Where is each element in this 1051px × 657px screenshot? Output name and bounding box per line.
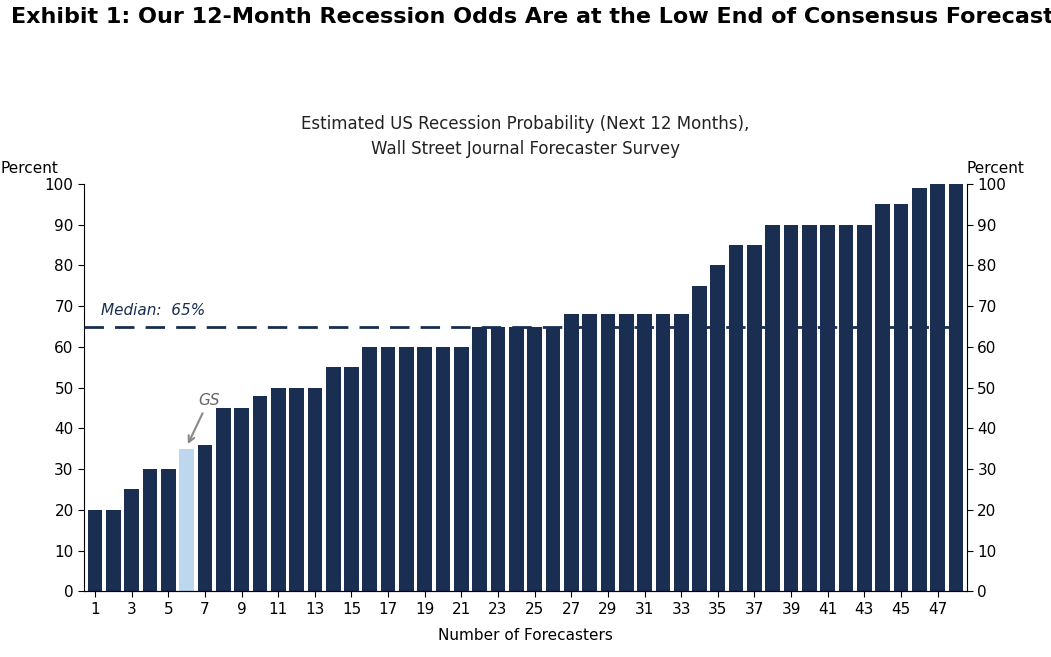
Bar — [308, 388, 323, 591]
Bar — [784, 225, 799, 591]
Bar — [728, 245, 743, 591]
Text: Exhibit 1: Our 12-Month Recession Odds Are at the Low End of Consensus Forecasts: Exhibit 1: Our 12-Month Recession Odds A… — [11, 7, 1051, 26]
Bar — [545, 327, 560, 591]
Bar — [912, 188, 927, 591]
Bar — [802, 225, 817, 591]
Bar — [417, 347, 432, 591]
Bar — [180, 449, 194, 591]
Bar — [949, 184, 964, 591]
Bar — [930, 184, 945, 591]
Bar — [693, 286, 707, 591]
Bar — [252, 396, 267, 591]
Text: GS: GS — [189, 393, 220, 442]
Bar — [821, 225, 836, 591]
Bar — [234, 408, 249, 591]
Bar — [143, 469, 158, 591]
Bar — [436, 347, 451, 591]
Bar — [839, 225, 853, 591]
Text: Median:  65%: Median: 65% — [101, 304, 205, 319]
Bar — [857, 225, 871, 591]
Bar — [472, 327, 487, 591]
Bar — [106, 510, 121, 591]
Bar — [161, 469, 176, 591]
Text: Percent: Percent — [967, 161, 1025, 176]
Bar — [564, 314, 579, 591]
Bar — [582, 314, 597, 591]
Text: Percent: Percent — [0, 161, 58, 176]
Bar — [893, 204, 908, 591]
Bar — [380, 347, 395, 591]
Bar — [399, 347, 414, 591]
Bar — [271, 388, 286, 591]
X-axis label: Number of Forecasters: Number of Forecasters — [438, 628, 613, 643]
Bar — [289, 388, 304, 591]
Bar — [215, 408, 230, 591]
Bar — [87, 510, 102, 591]
Bar — [765, 225, 780, 591]
Bar — [747, 245, 762, 591]
Bar — [600, 314, 615, 591]
Bar — [528, 327, 542, 591]
Bar — [619, 314, 634, 591]
Bar — [363, 347, 377, 591]
Bar — [674, 314, 688, 591]
Bar — [491, 327, 506, 591]
Bar — [124, 489, 139, 591]
Bar — [198, 445, 212, 591]
Bar — [454, 347, 469, 591]
Bar — [509, 327, 523, 591]
Bar — [656, 314, 671, 591]
Bar — [344, 367, 358, 591]
Text: Estimated US Recession Probability (Next 12 Months),
Wall Street Journal Forecas: Estimated US Recession Probability (Next… — [302, 115, 749, 158]
Bar — [710, 265, 725, 591]
Bar — [326, 367, 341, 591]
Bar — [875, 204, 890, 591]
Bar — [637, 314, 652, 591]
